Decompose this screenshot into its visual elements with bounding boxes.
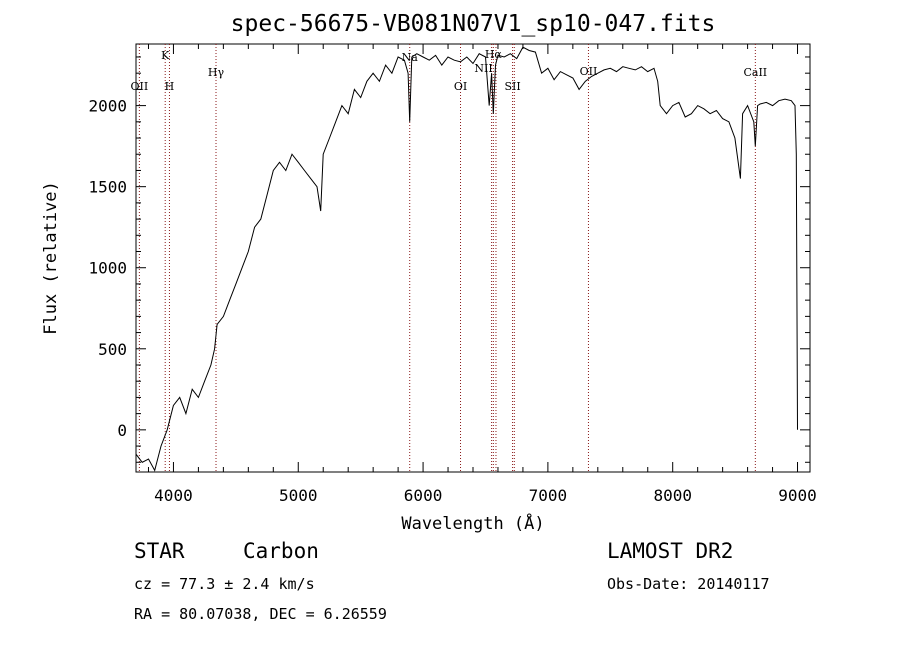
x-axis: 4000 5000 6000 7000 8000 9000 bbox=[147, 44, 817, 505]
line-label-2: H bbox=[165, 80, 175, 93]
y-tick-label-2: 1000 bbox=[88, 259, 127, 278]
observation-date: Obs-Date: 20140117 bbox=[607, 575, 770, 593]
line-label-7: Hα bbox=[485, 48, 503, 61]
redshift-readout: cz = 77.3 ± 2.4 km/s bbox=[134, 575, 315, 593]
line-label-11: OII bbox=[580, 65, 598, 78]
survey-name: LAMOST DR2 bbox=[607, 539, 733, 563]
object-type: STAR bbox=[134, 539, 185, 563]
object-subclass: Carbon bbox=[243, 539, 319, 563]
x-tick-label-2: 6000 bbox=[404, 486, 443, 505]
x-tick-label-5: 9000 bbox=[778, 486, 817, 505]
line-label-12: CaII bbox=[743, 66, 767, 79]
y-axis-label: Flux (relative) bbox=[41, 181, 61, 335]
plot-frame bbox=[135, 43, 811, 473]
x-tick-label-1: 5000 bbox=[279, 486, 318, 505]
x-tick-label-0: 4000 bbox=[154, 486, 193, 505]
y-tick-label-0: 0 bbox=[117, 421, 127, 440]
x-tick-label-4: 8000 bbox=[653, 486, 692, 505]
y-axis: 0 500 1000 1500 2000 bbox=[88, 56, 810, 463]
y-tick-label-1: 500 bbox=[98, 340, 127, 359]
x-tick-label-3: 7000 bbox=[529, 486, 568, 505]
x-axis-label: Wavelength (Å) bbox=[401, 512, 544, 534]
coordinates-readout: RA = 80.07038, DEC = 6.26559 bbox=[134, 605, 387, 623]
y-tick-label-4: 2000 bbox=[88, 97, 127, 116]
line-label-4: Na bbox=[402, 51, 419, 64]
spectrum-line bbox=[135, 46, 798, 472]
chart-title: spec-56675-VB081N07V1_sp10-047.fits bbox=[231, 11, 716, 37]
spectral-line-markers bbox=[138, 44, 756, 472]
line-label-3: Hγ bbox=[208, 66, 225, 79]
line-label-0: OII bbox=[131, 80, 149, 93]
line-label-1: K bbox=[161, 49, 170, 62]
y-tick-label-3: 1500 bbox=[88, 178, 127, 197]
line-label-9: SII bbox=[504, 80, 520, 93]
line-label-6: NII bbox=[474, 62, 492, 75]
line-label-5: OI bbox=[454, 80, 467, 93]
